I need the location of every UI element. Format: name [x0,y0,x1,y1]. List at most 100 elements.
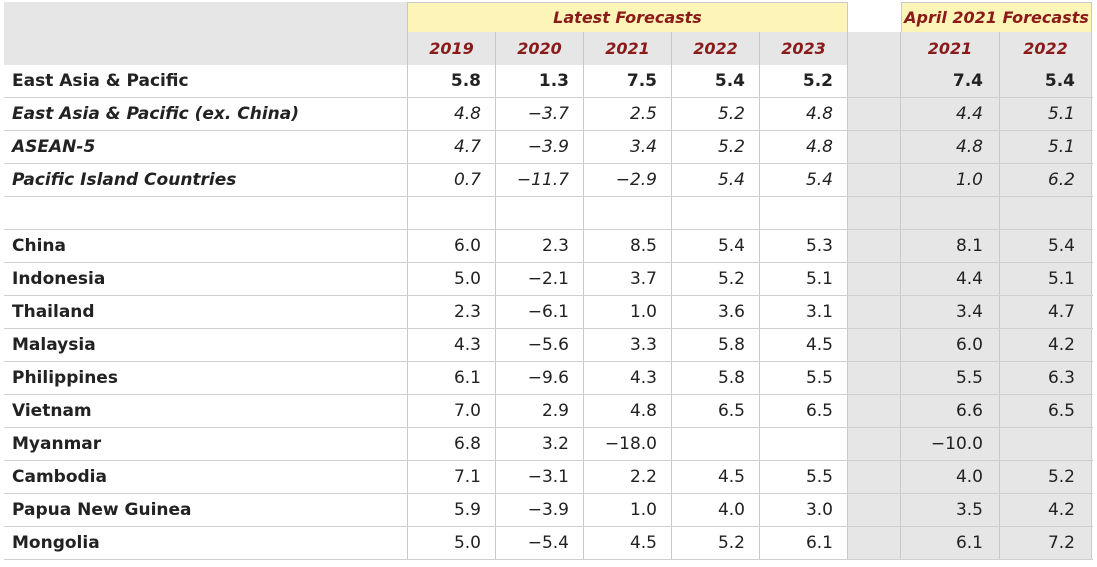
latest-value-cell: 5.4 [672,65,760,97]
latest-value-cell [408,197,496,229]
latest-value-cell: 4.8 [584,395,672,427]
latest-value-cell: 4.5 [672,461,760,493]
april-value-cell: −10.0 [901,428,1000,460]
latest-value-cell: 3.6 [672,296,760,328]
april-value-cell: 3.4 [901,296,1000,328]
year-header: 2022 [672,32,760,65]
column-gap [848,65,901,97]
column-gap [848,197,901,229]
latest-value-cell: −3.9 [496,131,584,163]
row-label: Indonesia [4,263,408,295]
april-value-cell: 8.1 [901,230,1000,262]
latest-value-cell: 7.0 [408,395,496,427]
april-value-cell: 5.4 [1000,230,1092,262]
latest-value-cell: −6.1 [496,296,584,328]
latest-value-cell: 5.1 [760,263,848,295]
latest-value-cell: 2.2 [584,461,672,493]
latest-value-cell: 4.5 [760,329,848,361]
table-row: Malaysia 4.3 −5.6 3.3 5.8 4.5 6.0 4.2 [4,329,1093,362]
latest-value-cell: 5.8 [672,362,760,394]
column-gap [848,362,901,394]
latest-value-cell: 7.5 [584,65,672,97]
april-value-cell: 4.8 [901,131,1000,163]
april-value-cell: 5.1 [1000,98,1092,130]
column-gap [848,527,901,559]
row-label: Papua New Guinea [4,494,408,526]
year-header: 2020 [496,32,584,65]
april-value-cell: 6.6 [901,395,1000,427]
april-forecasts-header: April 2021 Forecasts [901,2,1092,32]
latest-value-cell: 3.7 [584,263,672,295]
latest-value-cell: 5.2 [672,98,760,130]
row-label: Vietnam [4,395,408,427]
latest-value-cell: 5.5 [760,362,848,394]
latest-value-cell: −3.1 [496,461,584,493]
column-gap [848,164,901,196]
header-group-row: Latest Forecasts April 2021 Forecasts [4,2,1093,32]
table-row: Cambodia 7.1 −3.1 2.2 4.5 5.5 4.0 5.2 [4,461,1093,494]
latest-value-cell: 3.1 [760,296,848,328]
row-label: East Asia & Pacific (ex. China) [4,98,408,130]
table-row: Papua New Guinea 5.9 −3.9 1.0 4.0 3.0 3.5 4.2 [4,494,1093,527]
row-label: Mongolia [4,527,408,559]
latest-value-cell: −11.7 [496,164,584,196]
latest-forecasts-header: Latest Forecasts [408,2,848,32]
april-value-cell: 4.4 [901,263,1000,295]
latest-value-cell: 5.4 [760,164,848,196]
april-value-cell: 6.5 [1000,395,1092,427]
latest-value-cell: 5.8 [672,329,760,361]
april-value-cell: 5.2 [1000,461,1092,493]
latest-value-cell: 6.1 [760,527,848,559]
latest-value-cell: 3.0 [760,494,848,526]
latest-value-cell: 5.3 [760,230,848,262]
latest-value-cell: 7.1 [408,461,496,493]
latest-value-cell: 2.3 [496,230,584,262]
latest-value-cell: 6.0 [408,230,496,262]
row-label: Malaysia [4,329,408,361]
header-blank-cell [4,2,408,32]
april-value-cell [901,197,1000,229]
latest-value-cell: −3.9 [496,494,584,526]
latest-value-cell: 4.5 [584,527,672,559]
april-value-cell: 6.3 [1000,362,1092,394]
latest-value-cell: 2.5 [584,98,672,130]
april-value-cell: 4.4 [901,98,1000,130]
latest-value-cell: −5.6 [496,329,584,361]
latest-value-cell: 1.0 [584,296,672,328]
latest-value-cell: −3.7 [496,98,584,130]
row-label: China [4,230,408,262]
row-label: Cambodia [4,461,408,493]
column-gap [848,131,901,163]
column-gap [848,461,901,493]
latest-value-cell: 4.7 [408,131,496,163]
april-value-cell: 4.0 [901,461,1000,493]
latest-value-cell: −5.4 [496,527,584,559]
latest-value-cell [760,428,848,460]
april-value-cell: 5.4 [1000,65,1092,97]
latest-value-cell: 8.5 [584,230,672,262]
table-row: Pacific Island Countries 0.7 −11.7 −2.9 5.4 5… [4,164,1093,197]
column-gap [848,263,901,295]
latest-value-cell: 5.2 [672,131,760,163]
april-value-cell: 7.4 [901,65,1000,97]
table-row: Indonesia 5.0 −2.1 3.7 5.2 5.1 4.4 5.1 [4,263,1093,296]
year-header: 2019 [408,32,496,65]
april-value-cell: 1.0 [901,164,1000,196]
table-body: East Asia & Pacific 5.8 1.3 7.5 5.4 5.2 7.4 5.4… [4,65,1093,560]
latest-value-cell [496,197,584,229]
column-gap [848,230,901,262]
table-row: Thailand 2.3 −6.1 1.0 3.6 3.1 3.4 4.7 [4,296,1093,329]
latest-value-cell: 2.3 [408,296,496,328]
latest-value-cell: 1.3 [496,65,584,97]
header-year-row: 2019 2020 2021 2022 2023 2021 2022 [4,32,1093,65]
april-year-header: 2022 [1000,32,1092,65]
table-row: Vietnam 7.0 2.9 4.8 6.5 6.5 6.6 6.5 [4,395,1093,428]
latest-value-cell: 4.8 [408,98,496,130]
latest-value-cell: −9.6 [496,362,584,394]
latest-value-cell: 5.5 [760,461,848,493]
latest-value-cell: 5.4 [672,230,760,262]
latest-value-cell: 5.2 [760,65,848,97]
latest-value-cell: 4.8 [760,98,848,130]
april-value-cell [1000,197,1092,229]
header-gap [848,2,901,32]
